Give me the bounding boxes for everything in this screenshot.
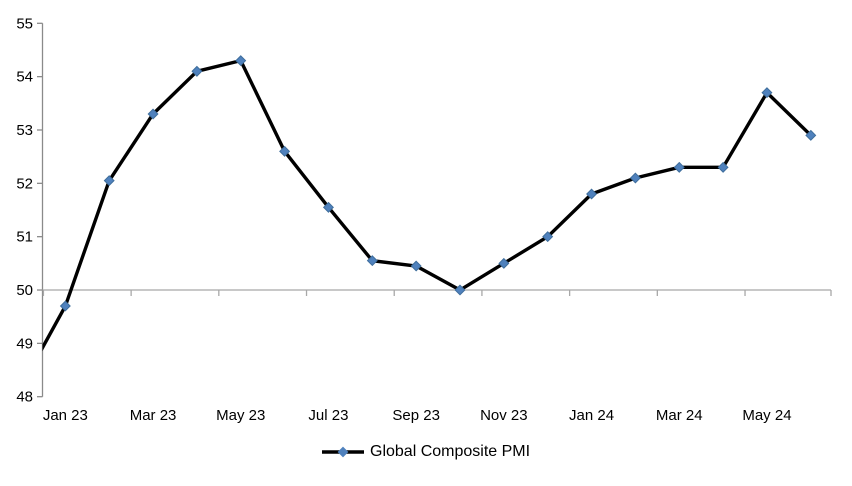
y-tick-label: 49 [16, 335, 33, 352]
data-point-marker [761, 87, 773, 99]
data-point-marker [586, 188, 598, 200]
x-tick-label: May 23 [216, 407, 265, 424]
legend-diamond-icon [337, 446, 349, 458]
data-point-marker [366, 255, 378, 267]
y-tick-label: 54 [16, 69, 33, 86]
legend: Global Composite PMI [322, 443, 530, 461]
x-tick-label: Mar 23 [130, 407, 177, 424]
data-point-marker [717, 161, 729, 173]
data-point-marker [805, 129, 817, 141]
y-tick-label: 52 [16, 175, 33, 192]
y-tick-label: 53 [16, 122, 33, 139]
data-point-marker [279, 145, 291, 157]
data-point-marker [322, 201, 334, 213]
x-tick-label: Jul 23 [308, 407, 348, 424]
x-tick-label: May 24 [742, 407, 791, 424]
data-point-marker [673, 161, 685, 173]
data-point-marker [103, 175, 115, 187]
data-point-marker [498, 257, 510, 269]
data-point-marker [147, 108, 159, 120]
data-point-marker [629, 172, 641, 184]
legend-marker-icon [322, 446, 364, 458]
data-point-marker [542, 231, 554, 243]
x-tick-label: Jan 24 [569, 407, 614, 424]
series-line [42, 58, 813, 352]
legend-label: Global Composite PMI [370, 443, 531, 460]
x-axis-labels: Jan 23 Mar 23 May 23 Jul 23 Sep 23 Nov 23 Jan … [43, 407, 792, 424]
y-tick-label: 51 [16, 229, 33, 246]
x-tick-label: Mar 24 [656, 407, 703, 424]
y-tick-label: 50 [16, 282, 33, 299]
series-global-composite-pmi [42, 55, 817, 352]
data-point-marker [235, 55, 247, 67]
y-tick-label: 55 [16, 15, 33, 32]
y-tick-label: 48 [16, 389, 33, 406]
x-axis [42, 289, 832, 297]
x-tick-label: Sep 23 [392, 407, 440, 424]
x-tick-label: Nov 23 [480, 407, 528, 424]
y-axis: 55 54 53 52 51 50 49 48 [16, 15, 44, 406]
data-point-marker [454, 284, 466, 296]
data-point-marker [191, 65, 203, 77]
data-point-marker [410, 260, 422, 272]
x-tick-label: Jan 23 [43, 407, 88, 424]
data-point-marker [59, 300, 71, 312]
